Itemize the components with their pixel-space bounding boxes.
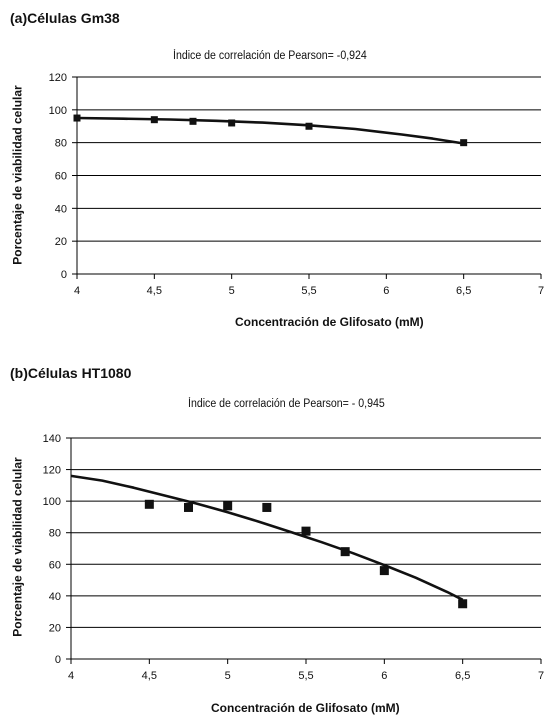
data-point <box>305 122 313 130</box>
panel-title: (b)Células HT1080 <box>10 365 132 381</box>
x-tick-label: 5 <box>225 670 231 682</box>
data-point <box>189 117 197 125</box>
x-tick-label: 6 <box>383 285 389 297</box>
data-point <box>379 566 389 576</box>
y-tick-label: 120 <box>49 72 67 84</box>
x-tick-label: 4 <box>68 670 74 682</box>
data-point <box>144 499 154 509</box>
y-axis-label: Porcentaje de viabilidad celular <box>10 85 25 265</box>
y-tick-label: 120 <box>43 465 61 477</box>
y-tick-label: 60 <box>55 171 67 183</box>
x-tick-label: 5,5 <box>301 285 316 297</box>
data-point <box>340 547 350 557</box>
chart-panel-b: (b)Células HT1080 Índice de correlación … <box>0 355 545 719</box>
x-tick-label: 4,5 <box>142 670 157 682</box>
x-tick-label: 6 <box>381 670 387 682</box>
y-tick-label: 20 <box>55 236 67 248</box>
data-point <box>262 502 272 512</box>
chart-a-svg: 0 20 40 60 80 100 120 4 4,5 5 5,5 6 6,5 7 <box>49 72 544 297</box>
trend-line <box>76 116 464 145</box>
y-tick-label: 20 <box>49 622 61 634</box>
chart-panel-a: (a)Células Gm38 Índice de correlación de… <box>0 0 545 340</box>
data-point <box>228 119 236 127</box>
x-tick-label: 4,5 <box>147 285 162 297</box>
chart-b-svg: 0 20 40 60 80 100 120 140 4 4,5 5 5,5 6 6,5 7 <box>43 433 544 682</box>
y-tick-label: 140 <box>43 433 61 445</box>
chart-subtitle: Índice de correlación de Pearson= -0,924 <box>173 50 367 62</box>
y-tick-label: 100 <box>49 105 67 117</box>
y-tick-label: 80 <box>49 528 61 540</box>
trend-line <box>70 474 464 601</box>
y-axis-label: Porcentaje de viabilidad celular <box>10 457 25 637</box>
x-tick-label: 4 <box>74 285 80 297</box>
chart-subtitle: Índice de correlación de Pearson= - 0,94… <box>188 398 385 410</box>
data-point <box>184 502 193 512</box>
y-tick-label: 40 <box>55 203 67 215</box>
x-axis-label: Concentración de Glifosato (mM) <box>211 701 400 715</box>
y-tick-label: 0 <box>61 269 67 281</box>
y-tick-label: 40 <box>49 591 61 603</box>
y-tick-label: 80 <box>55 138 67 150</box>
x-tick-label: 6,5 <box>455 670 470 682</box>
data-point <box>73 114 81 122</box>
y-tick-label: 60 <box>49 559 61 571</box>
data-point <box>223 501 233 511</box>
x-tick-label: 5,5 <box>298 670 313 682</box>
x-tick-label: 7 <box>538 285 544 297</box>
y-tick-label: 0 <box>55 654 61 666</box>
x-axis-label: Concentración de Glifosato (mM) <box>235 315 424 329</box>
data-point <box>460 139 468 147</box>
x-tick-label: 5 <box>229 285 235 297</box>
x-tick-label: 7 <box>538 670 544 682</box>
y-tick-label: 100 <box>43 496 61 508</box>
panel-title: (a)Células Gm38 <box>10 10 120 26</box>
data-point <box>150 116 158 124</box>
data-point <box>458 599 468 609</box>
x-tick-label: 6,5 <box>456 285 471 297</box>
data-point <box>301 526 311 536</box>
